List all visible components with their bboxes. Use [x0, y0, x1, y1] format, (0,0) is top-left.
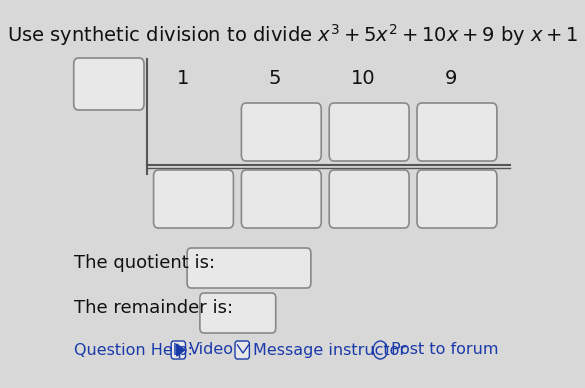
FancyBboxPatch shape	[329, 103, 409, 161]
Text: 1: 1	[177, 69, 190, 88]
FancyBboxPatch shape	[171, 341, 185, 359]
Text: Message instructor: Message instructor	[253, 343, 405, 357]
Text: 10: 10	[350, 69, 375, 88]
FancyBboxPatch shape	[242, 170, 321, 228]
FancyBboxPatch shape	[329, 170, 409, 228]
Text: Video: Video	[189, 343, 233, 357]
Polygon shape	[177, 344, 185, 356]
Text: Use synthetic division to divide $x^3+5x^2+10x+9$ by $x+1$: Use synthetic division to divide $x^3+5x…	[7, 22, 578, 48]
Text: The quotient is:: The quotient is:	[74, 254, 215, 272]
FancyBboxPatch shape	[417, 170, 497, 228]
FancyBboxPatch shape	[200, 293, 276, 333]
FancyBboxPatch shape	[242, 103, 321, 161]
Text: Question Help:: Question Help:	[74, 343, 192, 357]
Text: 5: 5	[269, 69, 281, 88]
FancyBboxPatch shape	[235, 341, 249, 359]
FancyBboxPatch shape	[154, 170, 233, 228]
Text: The remainder is:: The remainder is:	[74, 299, 233, 317]
Text: Post to forum: Post to forum	[391, 343, 498, 357]
FancyBboxPatch shape	[417, 103, 497, 161]
Text: 9: 9	[445, 69, 457, 88]
FancyBboxPatch shape	[74, 58, 144, 110]
FancyBboxPatch shape	[187, 248, 311, 288]
